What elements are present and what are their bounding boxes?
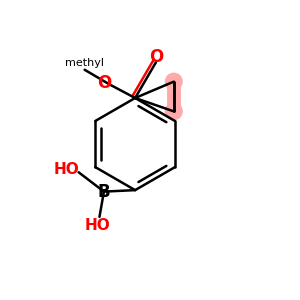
Text: B: B xyxy=(98,183,110,201)
Text: O: O xyxy=(149,48,164,66)
Text: HO: HO xyxy=(53,162,79,177)
Circle shape xyxy=(166,103,182,120)
Text: O: O xyxy=(98,74,112,92)
Text: methyl: methyl xyxy=(65,58,104,68)
Circle shape xyxy=(166,73,182,90)
Text: HO: HO xyxy=(85,218,111,233)
